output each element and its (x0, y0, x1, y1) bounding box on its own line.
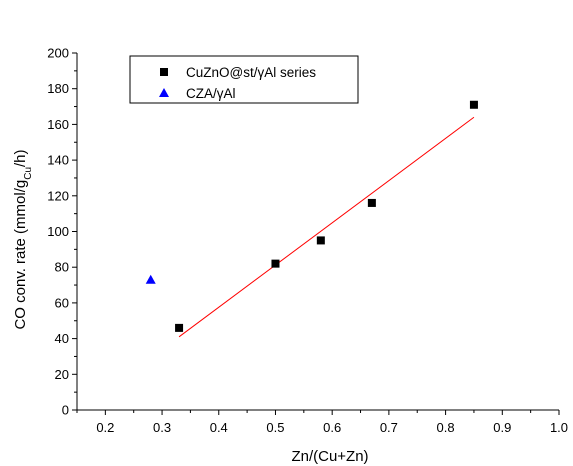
x-tick-label: 0.7 (380, 420, 398, 435)
x-tick-label: 0.3 (153, 420, 171, 435)
y-tick-label: 160 (47, 117, 69, 132)
fit-line (178, 116, 475, 338)
x-tick-label: 0.5 (266, 420, 284, 435)
y-tick-label: 0 (62, 403, 69, 418)
y-axis-title-subscript: Cu (23, 167, 34, 180)
legend-marker-triangle (159, 88, 169, 97)
data-points (145, 100, 478, 332)
legend-marker-square (160, 68, 168, 76)
y-tick-label: 140 (47, 153, 69, 168)
legend-label: CZA/γAl (186, 86, 236, 101)
y-axis-title: CO conv. rate (mmol/gCu/h) (12, 149, 34, 329)
x-axis-title: Zn/(Cu+Zn) (291, 448, 368, 465)
x-tick-label: 0.9 (493, 420, 511, 435)
data-point-square (469, 100, 478, 109)
y-axis-title-main: CO conv. rate (mmol/g (12, 180, 29, 330)
y-tick-label: 180 (47, 81, 69, 96)
y-tick-label: 80 (55, 260, 69, 275)
y-tick-label: 200 (47, 46, 69, 61)
x-tick-label: 0.8 (437, 420, 455, 435)
x-tick-label: 1.0 (550, 420, 568, 435)
y-tick-label: 60 (55, 295, 69, 310)
data-point-square (367, 198, 376, 207)
y-axis-title-end: /h) (12, 149, 29, 167)
legend-box (129, 55, 359, 104)
x-tick-label: 0.6 (323, 420, 341, 435)
legend: CuZnO@st/γAl series CZA/γAl (129, 55, 359, 104)
axes: 0.2 0.3 0.4 0.5 0.6 0.7 0.8 0.9 1.0 0 20 40 60 80 100 1… (47, 46, 568, 436)
y-tick-label: 40 (55, 331, 69, 346)
data-point-square (271, 259, 280, 268)
x-tick-label: 0.4 (210, 420, 228, 435)
legend-label: CuZnO@st/γAl series (186, 65, 316, 80)
fit-line-group (178, 116, 475, 338)
y-tick-label: 20 (55, 367, 69, 382)
x-tick-label: 0.2 (96, 420, 114, 435)
data-point-square (175, 323, 184, 332)
y-tick-label: 100 (47, 224, 69, 239)
data-point-square (316, 236, 325, 245)
y-tick-label: 120 (47, 188, 69, 203)
data-point-triangle (145, 274, 156, 284)
